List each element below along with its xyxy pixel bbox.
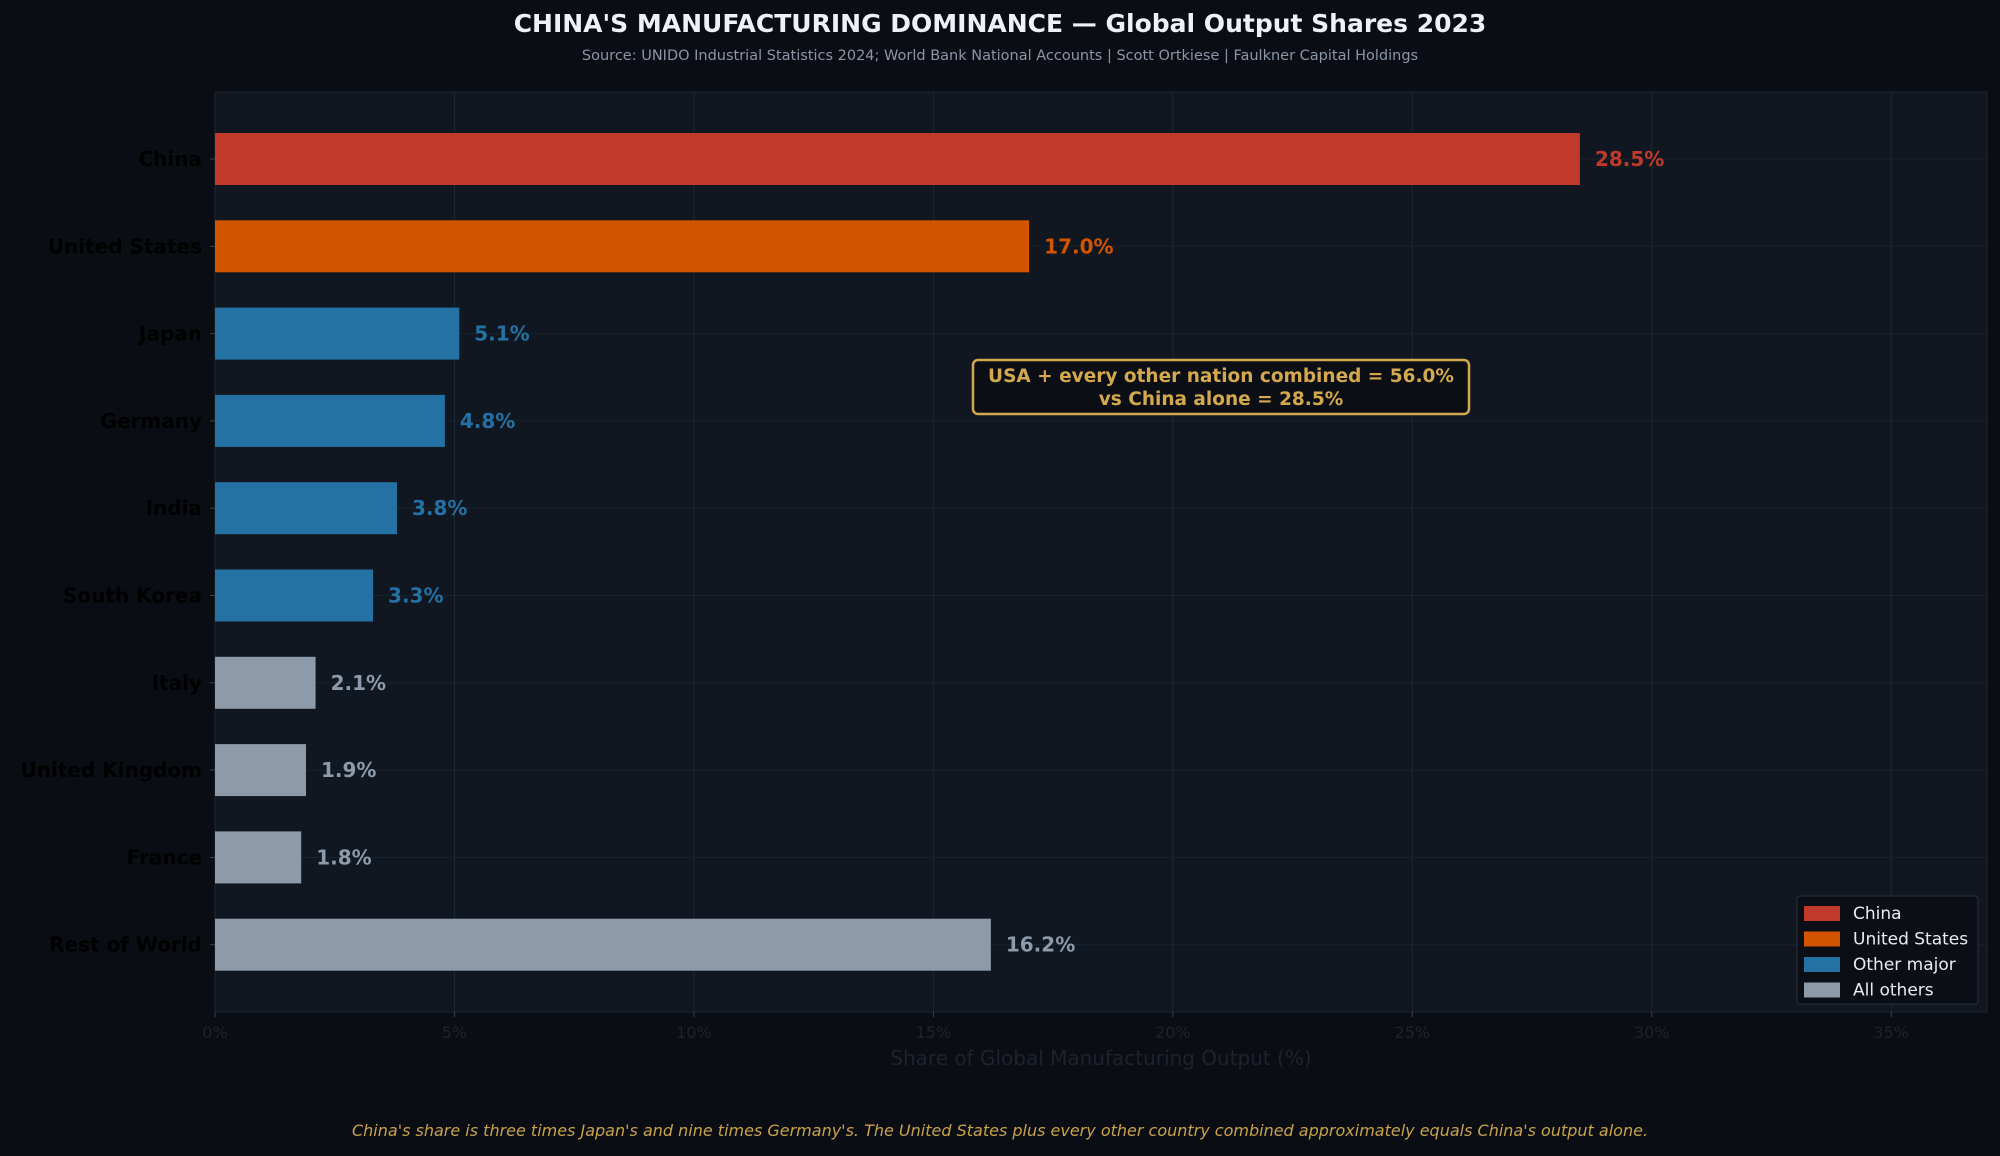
annotation-box-frame — [971, 358, 1471, 416]
legend-label-china: China — [1853, 904, 1902, 924]
legend-label-other-major: Other major — [1853, 955, 1956, 975]
value-label-china: 28.5% — [1595, 147, 1664, 171]
bar-china — [215, 133, 1580, 185]
x-tick-label: 35% — [1873, 1023, 1909, 1042]
x-tick-label: 10% — [676, 1023, 712, 1042]
legend-swatch-united-states — [1804, 931, 1840, 947]
bar-india — [215, 482, 397, 535]
annotation-line-2: vs China alone = 28.5% — [1099, 389, 1344, 410]
bars — [215, 133, 1580, 971]
x-axis-tick-labels: 0% 5% 10% 15% 20% 25% 30% 35% — [202, 1012, 1909, 1042]
value-labels: 28.5% 17.0% 5.1% 4.8% 3.8% 3.3% 2.1% 1.9% 1.8% 16… — [316, 147, 1664, 957]
bar-united-kingdom — [215, 744, 306, 797]
bar-united-states — [215, 220, 1030, 273]
legend-label-united-states: United States — [1853, 930, 1968, 950]
value-label-united-kingdom: 1.9% — [321, 758, 376, 782]
legend-entries: China United States Other major All others — [1804, 904, 1968, 1001]
annotation-callout: USA + every other nation combined = 56.0… — [971, 358, 1471, 416]
value-label-rest-of-world: 16.2% — [1006, 933, 1075, 957]
bar-france — [215, 831, 302, 884]
x-tick-label: 15% — [916, 1023, 952, 1042]
x-tick-label: 0% — [202, 1023, 227, 1042]
y-tick-label-united-states: United States — [48, 234, 202, 258]
value-label-india: 3.8% — [412, 496, 467, 520]
bar-japan — [215, 307, 460, 360]
y-tick-label-south-korea: South Korea — [63, 584, 202, 608]
bar-italy — [215, 656, 316, 709]
legend-label-all-others: All others — [1853, 981, 1934, 1001]
bar-germany — [215, 394, 445, 447]
chart-subtitle: Source: UNIDO Industrial Statistics 2024… — [582, 48, 1418, 64]
legend: China United States Other major All others — [1796, 895, 1979, 1005]
legend-frame — [1796, 895, 1979, 1005]
value-label-japan: 5.1% — [474, 322, 529, 346]
footnote: China's share is three times Japan's and… — [352, 1121, 1648, 1140]
annotation-line-1: USA + every other nation combined = 56.0… — [988, 366, 1454, 387]
value-label-united-states: 17.0% — [1044, 234, 1113, 258]
y-axis-tick-labels: China United States Japan Germany India South… — [20, 147, 215, 957]
x-tick-label: 20% — [1155, 1023, 1191, 1042]
legend-swatch-all-others — [1804, 982, 1840, 998]
y-tick-label-italy: Italy — [152, 671, 202, 695]
y-tick-label-rest-of-world: Rest of World — [49, 933, 202, 957]
y-tick-label-germany: Germany — [101, 409, 202, 433]
y-tick-label-india: India — [146, 496, 202, 520]
chart-title: CHINA'S MANUFACTURING DOMINANCE — Global… — [514, 9, 1487, 38]
value-label-germany: 4.8% — [460, 409, 515, 433]
legend-swatch-other-major — [1804, 957, 1840, 972]
x-tick-label: 5% — [442, 1023, 467, 1042]
y-tick-label-france: France — [127, 845, 202, 869]
bar-south-korea — [215, 569, 374, 622]
y-tick-label-china: China — [138, 147, 202, 171]
x-tick-label: 25% — [1395, 1023, 1431, 1042]
legend-swatch-china — [1804, 906, 1840, 921]
value-label-italy: 2.1% — [331, 671, 386, 695]
bar-rest-of-world — [215, 918, 991, 971]
x-tick-label: 30% — [1634, 1023, 1670, 1042]
value-label-south-korea: 3.3% — [388, 584, 443, 608]
y-tick-label-united-kingdom: United Kingdom — [20, 758, 202, 782]
y-tick-label-japan: Japan — [137, 322, 202, 346]
x-axis-label: Share of Global Manufacturing Output (%) — [890, 1046, 1311, 1070]
value-label-france: 1.8% — [316, 845, 371, 869]
